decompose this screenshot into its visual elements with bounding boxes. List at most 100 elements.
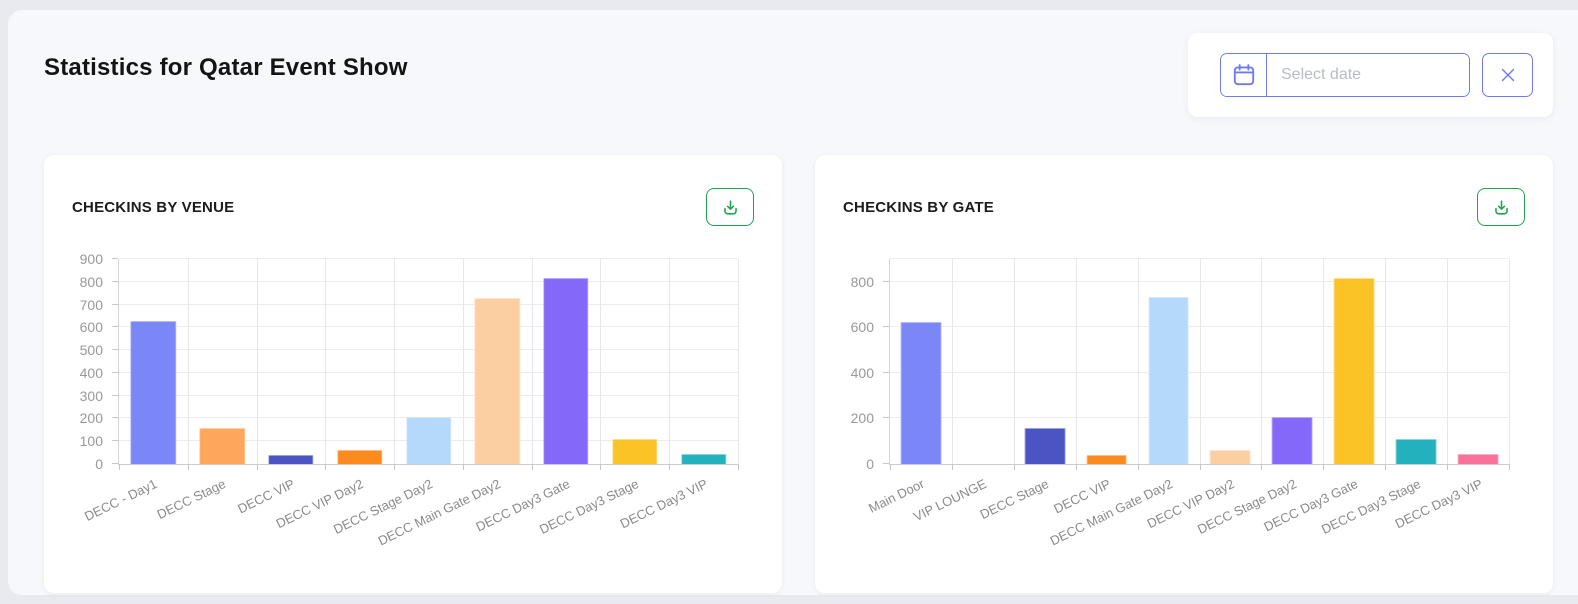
- y-axis-tick: [883, 417, 889, 419]
- bar-decc-main-gate-day2: [474, 297, 520, 464]
- y-axis-label: 800: [79, 273, 103, 290]
- horizontal-gridline: [119, 258, 738, 259]
- y-axis-label: 100: [79, 433, 103, 450]
- x-axis-tick: [1385, 464, 1387, 470]
- x-axis-tick: [600, 464, 602, 470]
- horizontal-gridline: [119, 394, 738, 396]
- y-axis-label: 400: [850, 364, 874, 381]
- vertical-gridline: [1385, 259, 1387, 464]
- y-axis-label: 700: [79, 296, 103, 313]
- bar-decc-stage: [1024, 427, 1066, 464]
- vertical-gridline: [600, 259, 602, 464]
- x-axis-tick: [119, 464, 120, 470]
- y-axis-tick: [112, 326, 118, 328]
- x-axis-tick: [1137, 464, 1139, 470]
- y-axis-tick: [883, 280, 889, 282]
- x-axis: DECC - Day1 DECC Stage DECC VIP DECC VIP Da…: [82, 464, 738, 571]
- vertical-gridline: [1075, 259, 1077, 464]
- y-axis-label: 600: [79, 319, 103, 336]
- bar-decc-day1: [130, 320, 177, 464]
- bar-decc-stage-day2: [405, 417, 452, 464]
- bar-decc-day3-stage: [1395, 438, 1437, 464]
- download-icon: [1492, 198, 1511, 217]
- bar-decc-day3-gate: [543, 278, 589, 464]
- plot-area: [112, 258, 739, 470]
- y-axis-tick: [112, 258, 118, 259]
- y-axis-label: 0: [95, 456, 103, 472]
- vertical-gridline: [325, 259, 327, 464]
- vertical-gridline: [1199, 259, 1201, 464]
- y-axis-tick: [112, 417, 118, 419]
- main-panel: Statistics for Qatar Event Show: [8, 10, 1578, 595]
- y-axis-label: 500: [79, 342, 103, 359]
- y-axis-label: 800: [850, 273, 874, 290]
- gate-chart: 0 200 400 600 800 Main Door VIP LOUNGE DECC Sta…: [843, 258, 1525, 571]
- horizontal-gridline: [119, 326, 738, 328]
- x-axis-tick: [1447, 464, 1449, 470]
- x-axis-tick: [325, 464, 327, 470]
- download-venue-chart-button[interactable]: [706, 188, 754, 226]
- y-axis-tick: [112, 349, 118, 351]
- x-axis-tick: [890, 464, 891, 470]
- page-title: Statistics for Qatar Event Show: [44, 54, 408, 81]
- x-axis-tick: [1261, 464, 1263, 470]
- y-axis-tick: [883, 463, 889, 464]
- y-axis-tick: [112, 463, 118, 464]
- y-axis: 0 200 400 600 800: [843, 259, 883, 471]
- y-axis-label: 900: [79, 251, 103, 267]
- download-gate-chart-button[interactable]: [1477, 188, 1525, 226]
- y-axis-tick: [883, 371, 889, 373]
- x-axis-label: DECC - Day1: [81, 476, 160, 525]
- y-axis-label: 200: [79, 410, 103, 427]
- vertical-gridline: [1013, 259, 1015, 464]
- x-axis-tick: [1199, 464, 1201, 470]
- select-date-input[interactable]: [1267, 54, 1469, 96]
- bar-decc-vip-day2: [1210, 450, 1251, 464]
- x-axis: Main Door VIP LOUNGE DECC Stage DECC VIP DEC…: [866, 464, 1509, 571]
- x-axis-tick: [256, 464, 258, 470]
- gate-chart-card: CHECKINS BY GATE 0 200 400 600 800 Main Door V…: [815, 155, 1553, 593]
- vertical-gridline: [256, 259, 258, 464]
- vertical-gridline: [951, 259, 953, 464]
- vertical-gridline: [531, 259, 533, 464]
- bar-decc-vip: [1086, 454, 1128, 464]
- bar-decc-day3-stage: [612, 438, 658, 464]
- vertical-gridline: [1137, 259, 1139, 464]
- y-axis-label: 0: [866, 456, 874, 472]
- horizontal-gridline: [890, 258, 1509, 259]
- bar-decc-vip: [268, 454, 314, 464]
- y-axis-label: 400: [79, 364, 103, 381]
- date-picker: [1220, 53, 1470, 97]
- x-axis-tick: [738, 464, 739, 470]
- horizontal-gridline: [119, 280, 738, 282]
- bar-decc-day3-vip: [1457, 453, 1499, 464]
- x-icon: [1497, 64, 1519, 86]
- x-axis-tick: [462, 464, 464, 470]
- charts-row: CHECKINS BY VENUE 0 100 200 300 400 500 600 700…: [8, 128, 1578, 593]
- y-axis-label: 600: [850, 319, 874, 336]
- plot-area: [883, 258, 1510, 470]
- calendar-button[interactable]: [1221, 54, 1267, 96]
- bar-main-door: [900, 321, 942, 464]
- y-axis-label: 300: [79, 387, 103, 404]
- y-axis: 0 100 200 300 400 500 600 700 800 900: [72, 252, 112, 471]
- x-axis-tick: [669, 464, 671, 470]
- x-axis-label: DECC Stage: [977, 476, 1051, 523]
- vertical-gridline: [1447, 259, 1449, 464]
- vertical-gridline: [1509, 259, 1510, 464]
- download-icon: [721, 198, 740, 217]
- clear-date-button[interactable]: [1482, 53, 1533, 97]
- page-header: Statistics for Qatar Event Show: [8, 10, 1578, 128]
- bar-decc-day3-vip: [680, 453, 727, 464]
- vertical-gridline: [1323, 259, 1325, 464]
- vertical-gridline: [187, 259, 189, 464]
- x-axis-tick: [187, 464, 189, 470]
- x-axis-tick: [394, 464, 396, 470]
- y-axis-tick: [112, 394, 118, 396]
- bar-decc-vip-day2: [337, 450, 383, 464]
- horizontal-gridline: [119, 303, 738, 305]
- x-axis-tick: [531, 464, 533, 470]
- x-axis-tick: [1013, 464, 1015, 470]
- x-axis-tick: [1323, 464, 1325, 470]
- y-axis-tick: [112, 280, 118, 282]
